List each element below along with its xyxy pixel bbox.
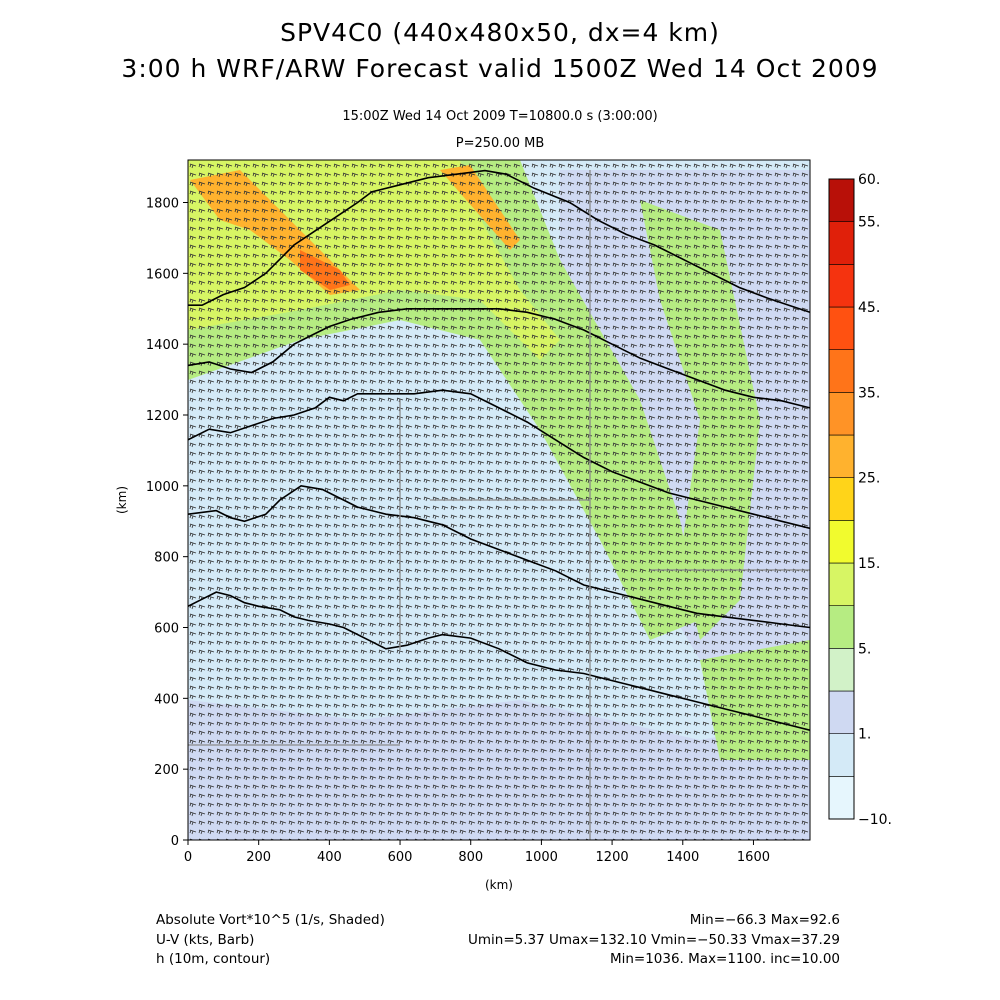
x-tick-label: 200 xyxy=(246,850,271,865)
colorbar-label: 55. xyxy=(858,215,880,231)
height-contour-line xyxy=(188,389,810,530)
colorbar-swatch xyxy=(828,477,855,521)
stats-vorticity: Min=−66.3 Max=92.6 xyxy=(689,912,840,928)
colorbar-label: 35. xyxy=(858,385,880,401)
colorbar-label: 5. xyxy=(858,641,871,657)
x-axis-label: (km) xyxy=(485,878,513,892)
colorbar-swatch xyxy=(828,264,855,308)
y-tick-label: 1400 xyxy=(146,338,179,353)
y-tick-label: 1800 xyxy=(146,197,179,212)
x-tick-label: 1400 xyxy=(666,850,699,865)
x-tick-label: 800 xyxy=(458,850,483,865)
colorbar-swatch xyxy=(828,306,855,350)
colorbar-swatch xyxy=(828,221,855,265)
x-tick-label: 400 xyxy=(317,850,342,865)
colorbar-swatch xyxy=(828,520,855,564)
height-contour-line xyxy=(188,591,810,731)
colorbar-label: 15. xyxy=(858,556,880,572)
colorbar-label: −10. xyxy=(858,812,892,828)
plot-area xyxy=(187,159,811,841)
x-tick-label: 1600 xyxy=(737,850,770,865)
colorbar-swatch xyxy=(828,392,855,436)
colorbar-swatch xyxy=(828,178,855,222)
colorbar-label: 25. xyxy=(858,471,880,487)
y-tick-label: 400 xyxy=(154,692,179,707)
colorbar-label: 60. xyxy=(858,172,880,188)
colorbar: 60. 55. 45. 35. 25. 15. 5. 1. −10. xyxy=(828,172,892,828)
x-tick-label: 1000 xyxy=(525,850,558,865)
colorbar-swatch xyxy=(828,733,855,777)
x-axis: 0 200 400 600 800 1000 1200 1400 1600 xyxy=(184,840,770,865)
colorbar-label: 1. xyxy=(858,727,871,743)
y-tick-label: 600 xyxy=(154,622,179,637)
plot-title-line1: SPV4C0 (440x480x50, dx=4 km) xyxy=(280,18,720,47)
valid-time-label: 15:00Z Wed 14 Oct 2009 T=10800.0 s (3:00… xyxy=(342,109,658,124)
field-label-wind: U-V (kts, Barb) xyxy=(156,932,255,948)
colorbar-frame xyxy=(828,178,855,820)
plot-title-line2: 3:00 h WRF/ARW Forecast valid 1500Z Wed … xyxy=(121,54,879,83)
x-tick-label: 1200 xyxy=(596,850,629,865)
colorbar-swatch xyxy=(828,648,855,692)
pressure-level-label: P=250.00 MB xyxy=(455,136,545,151)
height-contour-line xyxy=(188,169,810,314)
field-label-vorticity: Absolute Vort*10^5 (1/s, Shaded) xyxy=(156,912,385,928)
x-tick-label: 600 xyxy=(388,850,413,865)
colorbar-label: 45. xyxy=(858,300,880,316)
y-tick-label: 800 xyxy=(154,551,179,566)
colorbar-swatch xyxy=(828,349,855,393)
colorbar-swatch xyxy=(828,605,855,649)
colorbar-swatch xyxy=(828,434,855,478)
x-tick-label: 0 xyxy=(184,850,192,865)
y-tick-label: 0 xyxy=(171,834,179,849)
y-tick-label: 200 xyxy=(154,763,179,778)
political-boundaries xyxy=(188,170,810,840)
y-axis-label: (km) xyxy=(115,486,129,514)
colorbar-swatch xyxy=(828,562,855,606)
colorbar-swatch xyxy=(828,776,855,820)
stats-wind: Umin=5.37 Umax=132.10 Vmin=−50.33 Vmax=3… xyxy=(468,932,840,948)
height-contours xyxy=(188,169,810,731)
stats-height: Min=1036. Max=1100. inc=10.00 xyxy=(609,951,840,967)
height-contour-line xyxy=(188,484,810,629)
y-tick-label: 1600 xyxy=(146,267,179,282)
plot-frame xyxy=(187,159,811,841)
field-label-height: h (10m, contour) xyxy=(156,951,271,967)
y-tick-label: 1200 xyxy=(146,409,179,424)
colorbar-swatch xyxy=(828,690,855,734)
y-tick-label: 1000 xyxy=(146,480,179,495)
height-contour-line xyxy=(188,308,810,409)
y-axis: 0 200 400 600 800 1000 1200 1400 1600 1800 xyxy=(146,197,188,849)
